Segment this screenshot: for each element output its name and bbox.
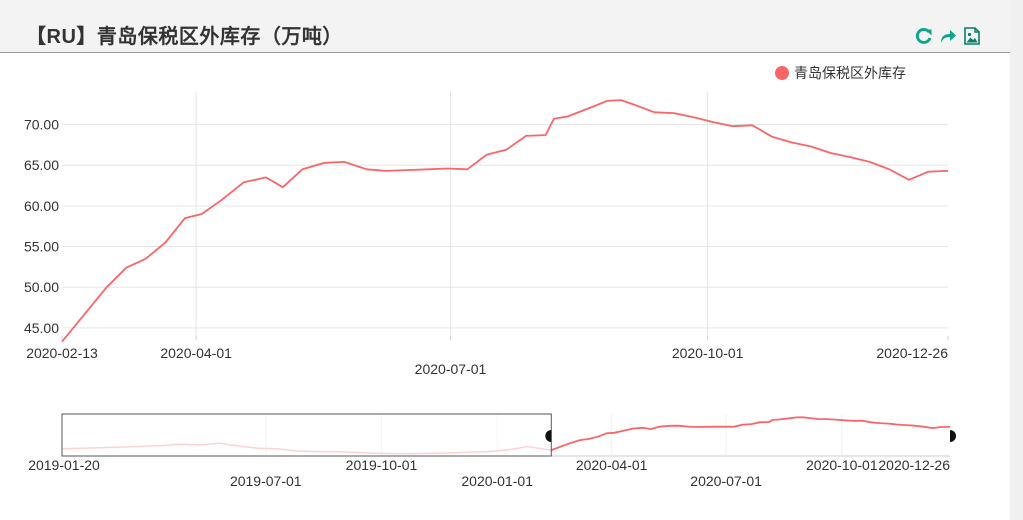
legend-label: 青岛保税区外库存 [794,65,906,81]
chart-title: 【RU】青岛保税区外库存（万吨） [26,26,343,48]
y-tick-label: 70.00 [24,117,59,133]
navigator-left-handle[interactable] [545,430,552,442]
refresh-icon[interactable] [915,27,933,45]
navigator-tick-label: 2020-07-01 [690,473,762,489]
x-tick-label: 2020-12-26 [876,345,948,361]
x-axis: 2020-02-13 2020-04-01 2020-07-01 2020-10-01… [26,336,949,377]
y-tick-label: 55.00 [24,239,59,255]
save-image-icon[interactable] [963,27,981,45]
y-axis: 45.00 50.00 55.00 60.00 65.00 70.00 [24,117,59,336]
header-bar: 【RU】青岛保税区外库存（万吨） [0,0,1010,53]
navigator-tick-label: 2020-10-01 [806,457,878,473]
navigator: 2019-01-20 2019-07-01 2019-10-01 2020-01-01… [28,413,956,489]
x-tick-label: 2020-02-13 [26,345,98,361]
navigator-tick-label: 2019-10-01 [346,457,418,473]
y-tick-label: 65.00 [24,157,59,173]
x-tick-label: 2020-04-01 [160,345,232,361]
navigator-tick-label: 2019-01-20 [28,457,100,473]
legend[interactable]: 青岛保税区外库存 [775,63,906,83]
navigator-tick-label: 2020-01-01 [461,473,533,489]
share-icon[interactable] [939,27,957,45]
navigator-tick-label: 2020-04-01 [576,457,648,473]
navigator-tick-label: 2020-12-26 [878,457,950,473]
navigator-series-line [550,416,951,451]
main-grid [62,92,948,336]
toolbar [915,27,981,45]
navigator-history-line [61,442,552,455]
navigator-masked-range[interactable] [61,413,552,457]
x-tick-label: 2020-10-01 [672,345,744,361]
y-tick-label: 45.00 [24,320,59,336]
legend-marker [775,66,789,80]
y-tick-label: 60.00 [24,198,59,214]
main-series [61,99,949,343]
x-tick-label: 2020-07-01 [415,361,487,377]
vertical-scrollbar[interactable] [1010,0,1023,520]
series-line[interactable] [61,99,949,343]
y-tick-label: 50.00 [24,279,59,295]
navigator-right-handle[interactable] [950,430,956,442]
navigator-tick-label: 2019-07-01 [230,473,302,489]
